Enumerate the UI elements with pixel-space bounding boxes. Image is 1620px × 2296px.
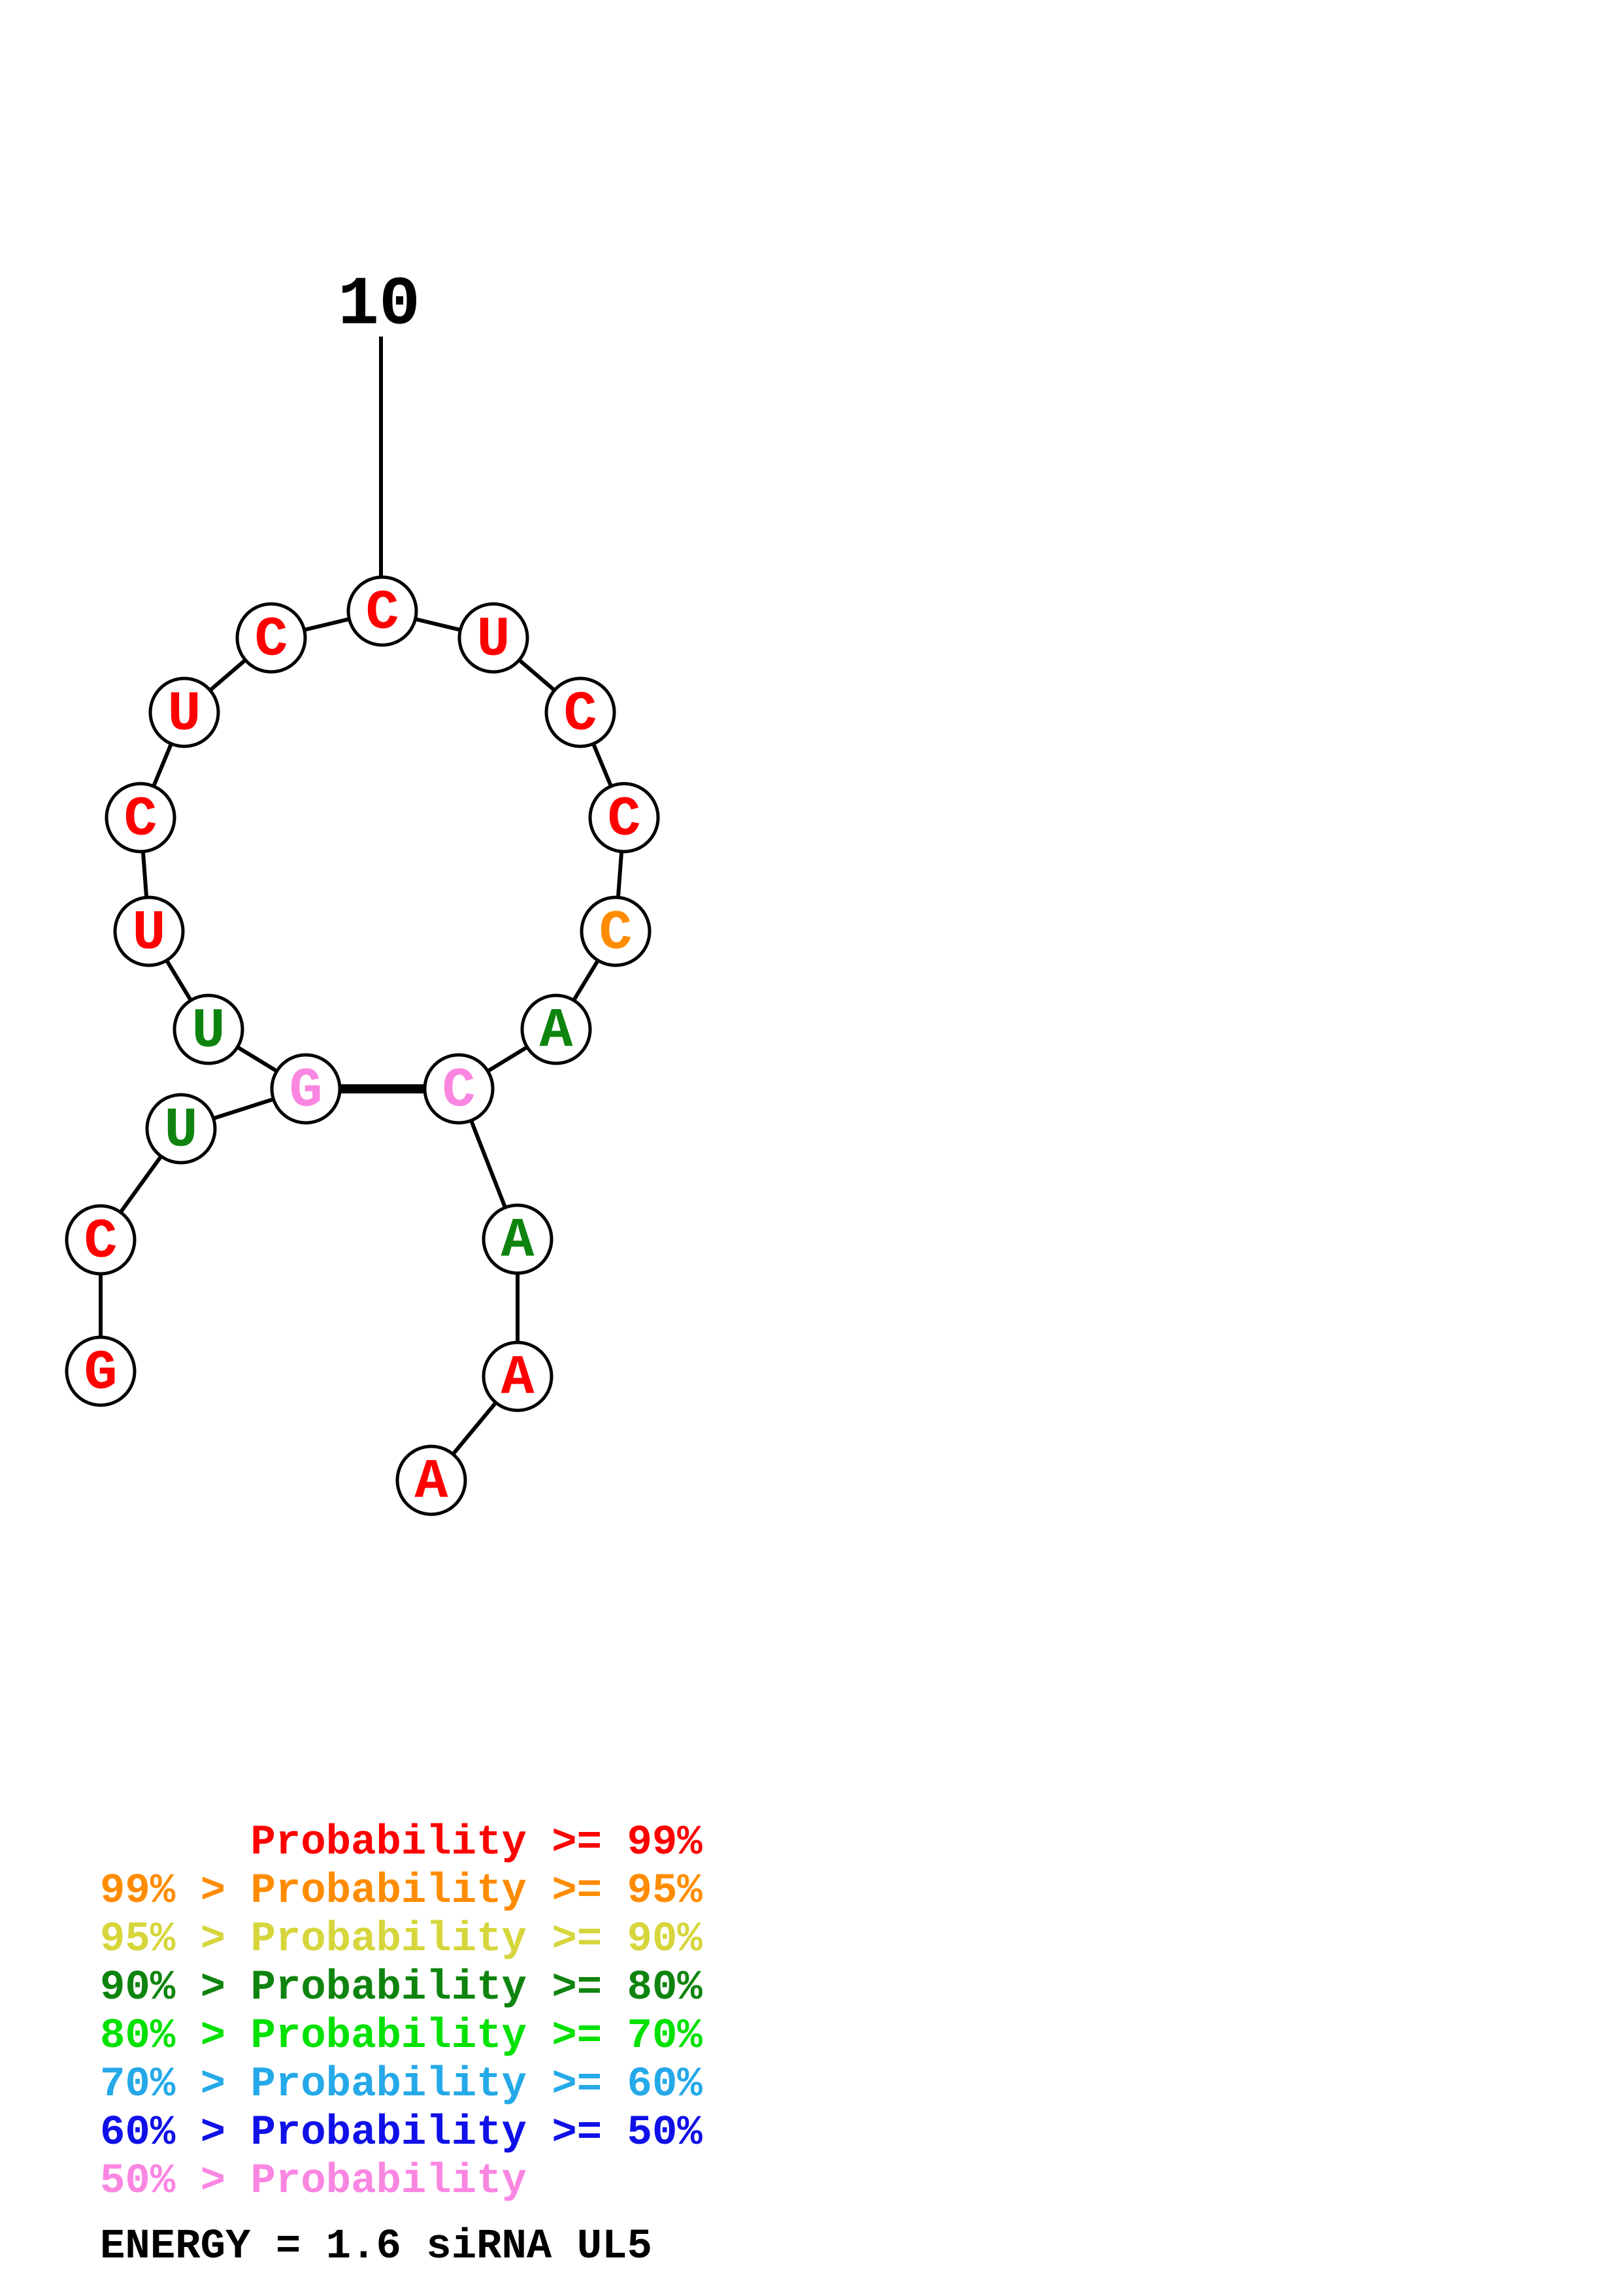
legend-row-1: Probability >= 99% (250, 1820, 703, 1867)
nucleotide-circle-15 (520, 993, 592, 1065)
position-labels: 10 (338, 267, 420, 577)
nucleotide-circle-10 (346, 575, 418, 647)
nucleotide-circle-17 (482, 1203, 554, 1275)
nucleotide-circle-18 (482, 1340, 554, 1412)
legend-row-4: 90% > Probability >= 80% (100, 1965, 703, 2012)
nucleotide-letter-14-C: C (599, 902, 632, 965)
nucleotide-circle-6 (113, 895, 185, 967)
energy-label: ENERGY = 1.6 siRNA UL5 (100, 2223, 652, 2271)
nucleotide-letter-5-U: U (191, 1000, 225, 1063)
probability-legend: Probability >= 99%99% > Probability >= 9… (100, 1820, 703, 2205)
position-number-label: 10 (338, 267, 420, 344)
nucleotide-letter-13-C: C (607, 788, 640, 852)
nucleotide-circle-16 (423, 1053, 495, 1125)
nucleotide-circle-19 (395, 1444, 467, 1516)
nucleotide-circle-2 (65, 1204, 137, 1276)
legend-row-3: 95% > Probability >= 90% (100, 1916, 703, 1963)
nucleotide-circle-8 (148, 676, 220, 748)
nucleotide-letter-11-U: U (476, 608, 510, 672)
nucleotide-letter-16-C: C (442, 1059, 475, 1123)
nucleotide-circle-1 (65, 1335, 137, 1407)
nucleotide-circle-9 (235, 602, 307, 674)
nucleotide-circle-4 (270, 1053, 342, 1125)
nucleotide-circle-11 (457, 602, 529, 674)
legend-row-5: 80% > Probability >= 70% (100, 2013, 703, 2060)
nucleotide-letter-18-A: A (501, 1347, 535, 1410)
nucleotide-letter-2-C: C (84, 1210, 117, 1274)
nucleotide-circle-5 (173, 993, 244, 1065)
nucleotide-letter-15-A: A (539, 1000, 573, 1063)
footer: ENERGY = 1.6 siRNA UL5 (100, 2223, 652, 2271)
nucleotide-letter-9-C: C (254, 608, 288, 672)
nucleotide-circle-3 (145, 1093, 217, 1165)
nucleotide-circle-12 (544, 676, 616, 748)
nucleotide-circle-13 (588, 782, 660, 854)
nucleotide-letter-6-U: U (132, 902, 165, 965)
nucleotide-letter-8-U: U (167, 683, 201, 746)
legend-row-6: 70% > Probability >= 60% (100, 2061, 703, 2108)
nucleotide-circle-14 (580, 895, 652, 967)
nucleotide-circle-7 (105, 782, 176, 854)
nucleotide-letter-4-G: G (289, 1059, 322, 1123)
legend-row-8: 50% > Probability (100, 2158, 527, 2205)
nucleotide-letter-12-C: C (563, 683, 597, 746)
nucleotide-letter-3-U: U (164, 1099, 197, 1163)
nucleotide-letter-19-A: A (414, 1451, 448, 1514)
legend-row-7: 60% > Probability >= 50% (100, 2110, 703, 2157)
nucleotide-letter-10-C: C (365, 582, 399, 645)
nucleotide-letter-17-A: A (501, 1210, 535, 1273)
nucleotide-letter-7-C: C (124, 788, 157, 852)
nucleotide-letter-1-G: G (84, 1342, 117, 1405)
legend-row-2: 99% > Probability >= 95% (100, 1868, 703, 1915)
